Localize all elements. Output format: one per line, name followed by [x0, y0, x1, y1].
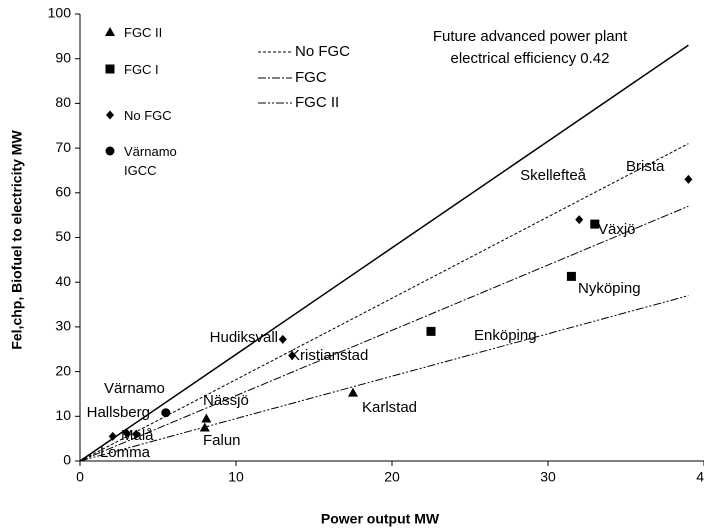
y-tick-label: 10: [55, 407, 71, 423]
point: [590, 219, 600, 229]
point: [201, 413, 212, 423]
x-tick-label: 0: [76, 469, 84, 485]
x-tick-label: 10: [228, 469, 244, 485]
point-label: Kristianstad: [290, 347, 368, 364]
y-tick-label: 90: [55, 49, 71, 65]
x-tick-label: 30: [540, 469, 556, 485]
point-label: Hallsberg: [87, 404, 150, 421]
line: [79, 143, 689, 462]
point-label: Hudiksvall: [210, 329, 278, 346]
x-tick-label: 40: [696, 469, 704, 485]
legend-marker: [105, 27, 115, 36]
x-tick-label: 20: [384, 469, 400, 485]
point-label: Lomma: [100, 444, 151, 461]
y-axis-title: Fel,chp, Biofuel to electricity MW: [9, 130, 25, 350]
y-tick-label: 20: [55, 362, 71, 378]
point-label: Malå: [121, 427, 154, 444]
point-label: Enköping: [474, 327, 537, 344]
legend-label: FGC: [295, 69, 327, 86]
point: [426, 326, 436, 336]
y-tick-label: 70: [55, 139, 71, 155]
point: [566, 271, 576, 281]
line: [79, 295, 689, 462]
legend-label: FGC I: [124, 62, 159, 77]
point-label: Brista: [626, 158, 665, 175]
point-label: Karlstad: [362, 399, 417, 416]
point: [348, 387, 358, 397]
point-label: Nässjö: [203, 392, 249, 409]
x-axis-title: Power output MW: [321, 511, 440, 527]
y-tick-label: 40: [55, 273, 71, 289]
point: [132, 429, 141, 439]
point: [161, 408, 171, 418]
y-tick-label: 50: [55, 228, 71, 244]
point: [684, 174, 693, 184]
legend-label: No FGC: [295, 43, 350, 60]
legend-label: FGC II: [124, 25, 163, 40]
legend-marker: [106, 110, 114, 120]
legend-label: Värnamo IGCC: [124, 144, 177, 178]
y-tick-label: 30: [55, 318, 71, 334]
point-label: Falun: [203, 432, 241, 449]
point: [108, 431, 117, 441]
point: [199, 422, 210, 432]
y-tick-label: 100: [48, 5, 72, 21]
point: [122, 428, 131, 438]
point: [288, 351, 297, 361]
y-tick-label: 80: [55, 94, 71, 110]
point-label: Värnamo: [104, 380, 165, 397]
point-label: Skellefteå: [520, 167, 587, 184]
legend-label: No FGC: [124, 108, 172, 123]
annotation: Future advanced power plant electrical e…: [432, 28, 628, 67]
y-tick-label: 60: [55, 184, 71, 200]
line: [79, 205, 689, 462]
point-label: Växjö: [598, 221, 636, 238]
y-tick-label: 0: [63, 452, 71, 468]
legend-label: FGC II: [295, 94, 339, 111]
legend-marker: [105, 64, 115, 74]
point-label: Nyköping: [578, 280, 641, 297]
line: [79, 44, 689, 462]
point: [575, 215, 584, 225]
point: [278, 334, 287, 344]
legend-marker: [105, 146, 115, 156]
